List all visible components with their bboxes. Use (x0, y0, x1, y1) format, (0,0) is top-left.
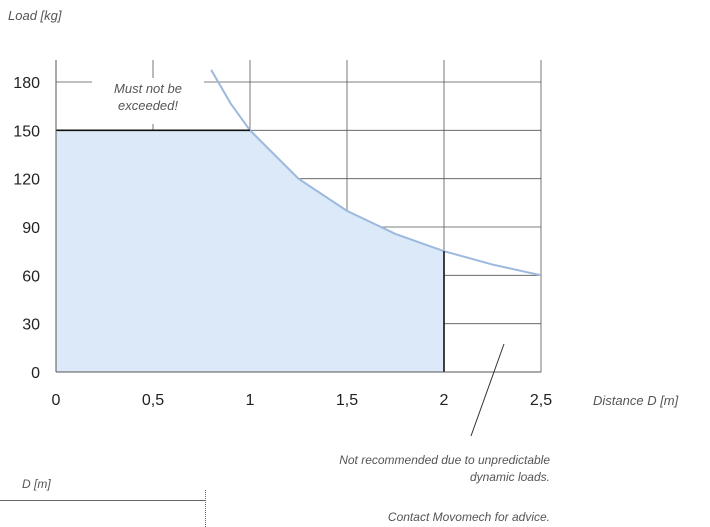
load-curve (210, 69, 541, 277)
axes (55, 60, 541, 373)
x-axis-title: Distance D [m] (593, 393, 679, 408)
y-tick-label-4: 120 (13, 172, 40, 189)
y-tick-label-5: 150 (13, 123, 40, 140)
load-distance-chart: 0 30 60 90 120 150 180 0 0,5 1 1,5 2 2,5 Load [kg] D… (8, 8, 679, 437)
table-header-rule (0, 500, 206, 501)
x-tick-label-1: 0,5 (142, 392, 164, 409)
limit-annotation-line-2: exceeded! (118, 98, 178, 113)
y-tick-label-6: 180 (13, 75, 40, 92)
y-tick-label-2: 60 (22, 268, 40, 285)
tick-labels: 0 30 60 90 120 150 180 0 0,5 1 1,5 2 2,5 (13, 75, 552, 409)
safe-area (56, 130, 444, 372)
advice-note: Contact Movomech for advice. (387, 510, 550, 524)
annotation-pointer (470, 343, 505, 437)
table-column-divider (205, 490, 206, 527)
x-tick-label-2: 1 (246, 392, 255, 409)
x-tick-label-4: 2 (440, 392, 449, 409)
load-curve-line (210, 69, 541, 277)
limit-annotation: Must not be exceeded! (92, 78, 204, 124)
not-recommended-line-2: dynamic loads. (469, 470, 550, 484)
y-tick-label-3: 90 (22, 220, 40, 237)
x-tick-label-0: 0 (52, 392, 61, 409)
not-recommended-note: Not recommended due to unpredictable dyn… (230, 452, 550, 486)
safe-area-fill (56, 130, 444, 372)
x-tick-label-3: 1,5 (336, 392, 358, 409)
not-recommended-line-1: Not recommended due to unpredictable (339, 453, 550, 467)
y-axis-title: Load [kg] (8, 8, 62, 23)
table-header-distance: D [m] (22, 477, 51, 491)
y-tick-label-0: 0 (31, 365, 40, 382)
y-tick-label-1: 30 (22, 317, 40, 334)
x-tick-label-5: 2,5 (530, 392, 552, 409)
limit-annotation-line-1: Must not be (114, 81, 182, 96)
